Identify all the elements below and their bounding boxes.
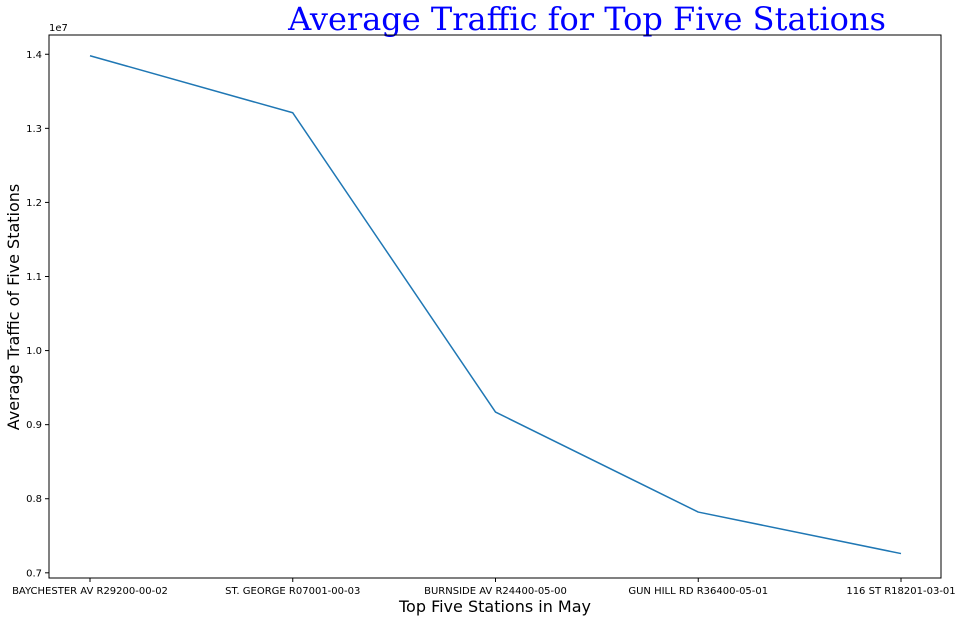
y-tick-label: 1.4 — [26, 50, 42, 61]
y-tick-label: 1.0 — [26, 346, 42, 357]
y-tick-label: 0.8 — [26, 494, 42, 505]
y-tick-label: 0.7 — [26, 568, 42, 579]
x-tick-label: BURNSIDE AV R24400-05-00 — [424, 586, 567, 597]
y-axis-offset-label: 1e7 — [49, 23, 68, 34]
y-tick-label: 1.3 — [26, 124, 42, 135]
series-line — [89, 55, 902, 555]
y-tick-label: 1.1 — [26, 272, 42, 283]
x-tick-label: ST. GEORGE R07001-00-03 — [225, 586, 360, 597]
x-axis: BAYCHESTER AV R29200-00-02 ST. GEORGE R07… — [12, 578, 956, 597]
y-tick-label: 1.2 — [26, 198, 42, 209]
x-tick-label: 116 ST R18201-03-01 — [846, 586, 955, 597]
x-tick-label: GUN HILL RD R36400-05-01 — [628, 586, 768, 597]
y-tick-label: 0.9 — [26, 420, 42, 431]
chart-title: Average Traffic for Top Five Stations — [287, 0, 886, 38]
x-axis-label: Top Five Stations in May — [398, 597, 591, 616]
x-tick-label: BAYCHESTER AV R29200-00-02 — [12, 586, 168, 597]
series-layer — [89, 55, 902, 555]
y-axis: 0.7 0.8 0.9 1.0 1.1 1.2 1.3 1.4 — [26, 50, 49, 579]
y-axis-label: Average Traffic of Five Stations — [4, 184, 23, 431]
